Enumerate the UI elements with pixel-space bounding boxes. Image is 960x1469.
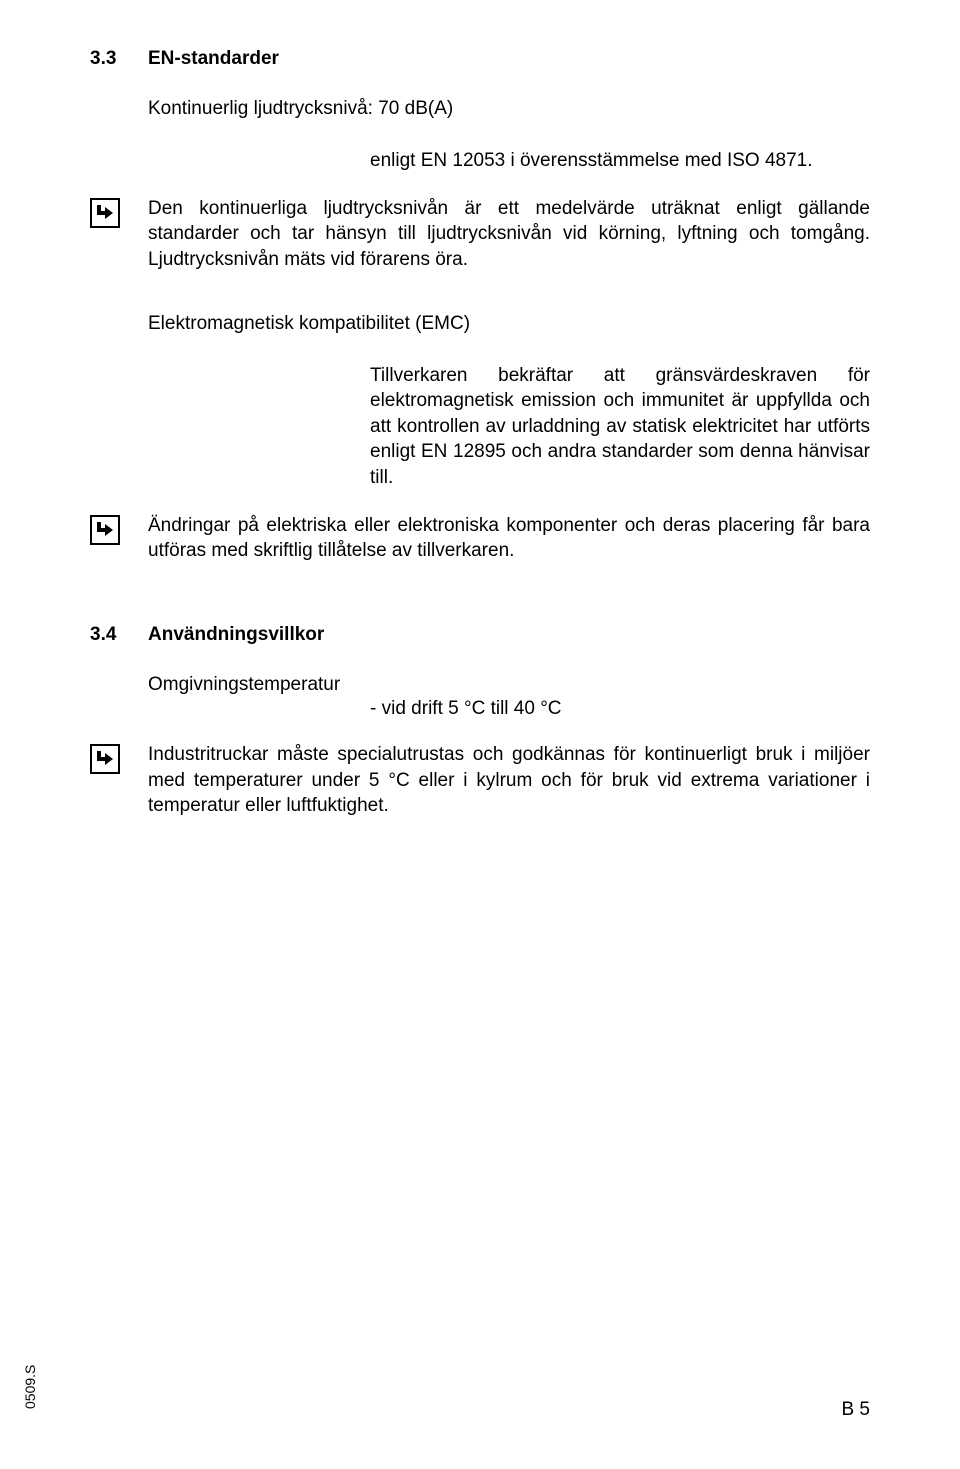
arrow-icon: [90, 515, 120, 545]
arrow-icon: [90, 198, 120, 228]
section-3-3-number: 3.3: [90, 48, 148, 70]
emc-arrow-row: Ändringar på elektriska eller elektronis…: [90, 513, 870, 564]
emc-quoted-line1: Tillverkaren bekräftar att gränsvärdeskr…: [370, 363, 870, 491]
sec34-arrow-row: Industritruckar måste specialutrustas oc…: [90, 742, 870, 819]
footer-page-number: B 5: [841, 1399, 870, 1421]
emc-quoted-text: Tillverkaren bekräftar att gränsvärdeskr…: [370, 363, 870, 491]
section-3-4-title: Användningsvillkor: [148, 624, 324, 646]
sec34-arrow-text: Industritruckar måste specialutrustas oc…: [148, 742, 870, 819]
footer-left-code: 0509.S: [22, 1365, 38, 1409]
emc-heading: Elektromagnetisk kompatibilitet (EMC): [148, 313, 870, 335]
emc-arrow-text: Ändringar på elektriska eller elektronis…: [148, 513, 870, 564]
sec33-arrow-row: Den kontinuerliga ljudtrycksnivån är ett…: [90, 196, 870, 273]
section-3-4-number: 3.4: [90, 624, 148, 646]
sec34-sub-label: Omgivningstemperatur: [148, 674, 870, 696]
section-3-3-title: EN-standarder: [148, 48, 279, 70]
sec34-sub-value: - vid drift 5 °C till 40 °C: [370, 698, 870, 720]
section-3-3-heading: 3.3 EN-standarder: [90, 48, 870, 70]
arrow-icon: [90, 744, 120, 774]
std-label: Kontinuerlig ljudtrycksnivå:: [148, 98, 373, 119]
std-line: Kontinuerlig ljudtrycksnivå: 70 dB(A): [148, 98, 870, 120]
sec33-arrow-text: Den kontinuerliga ljudtrycksnivån är ett…: [148, 196, 870, 273]
sec33-quoted: enligt EN 12053 i överensstämmelse med I…: [370, 148, 870, 174]
std-value: 70 dB(A): [378, 98, 453, 119]
section-3-4-heading: 3.4 Användningsvillkor: [90, 624, 870, 646]
